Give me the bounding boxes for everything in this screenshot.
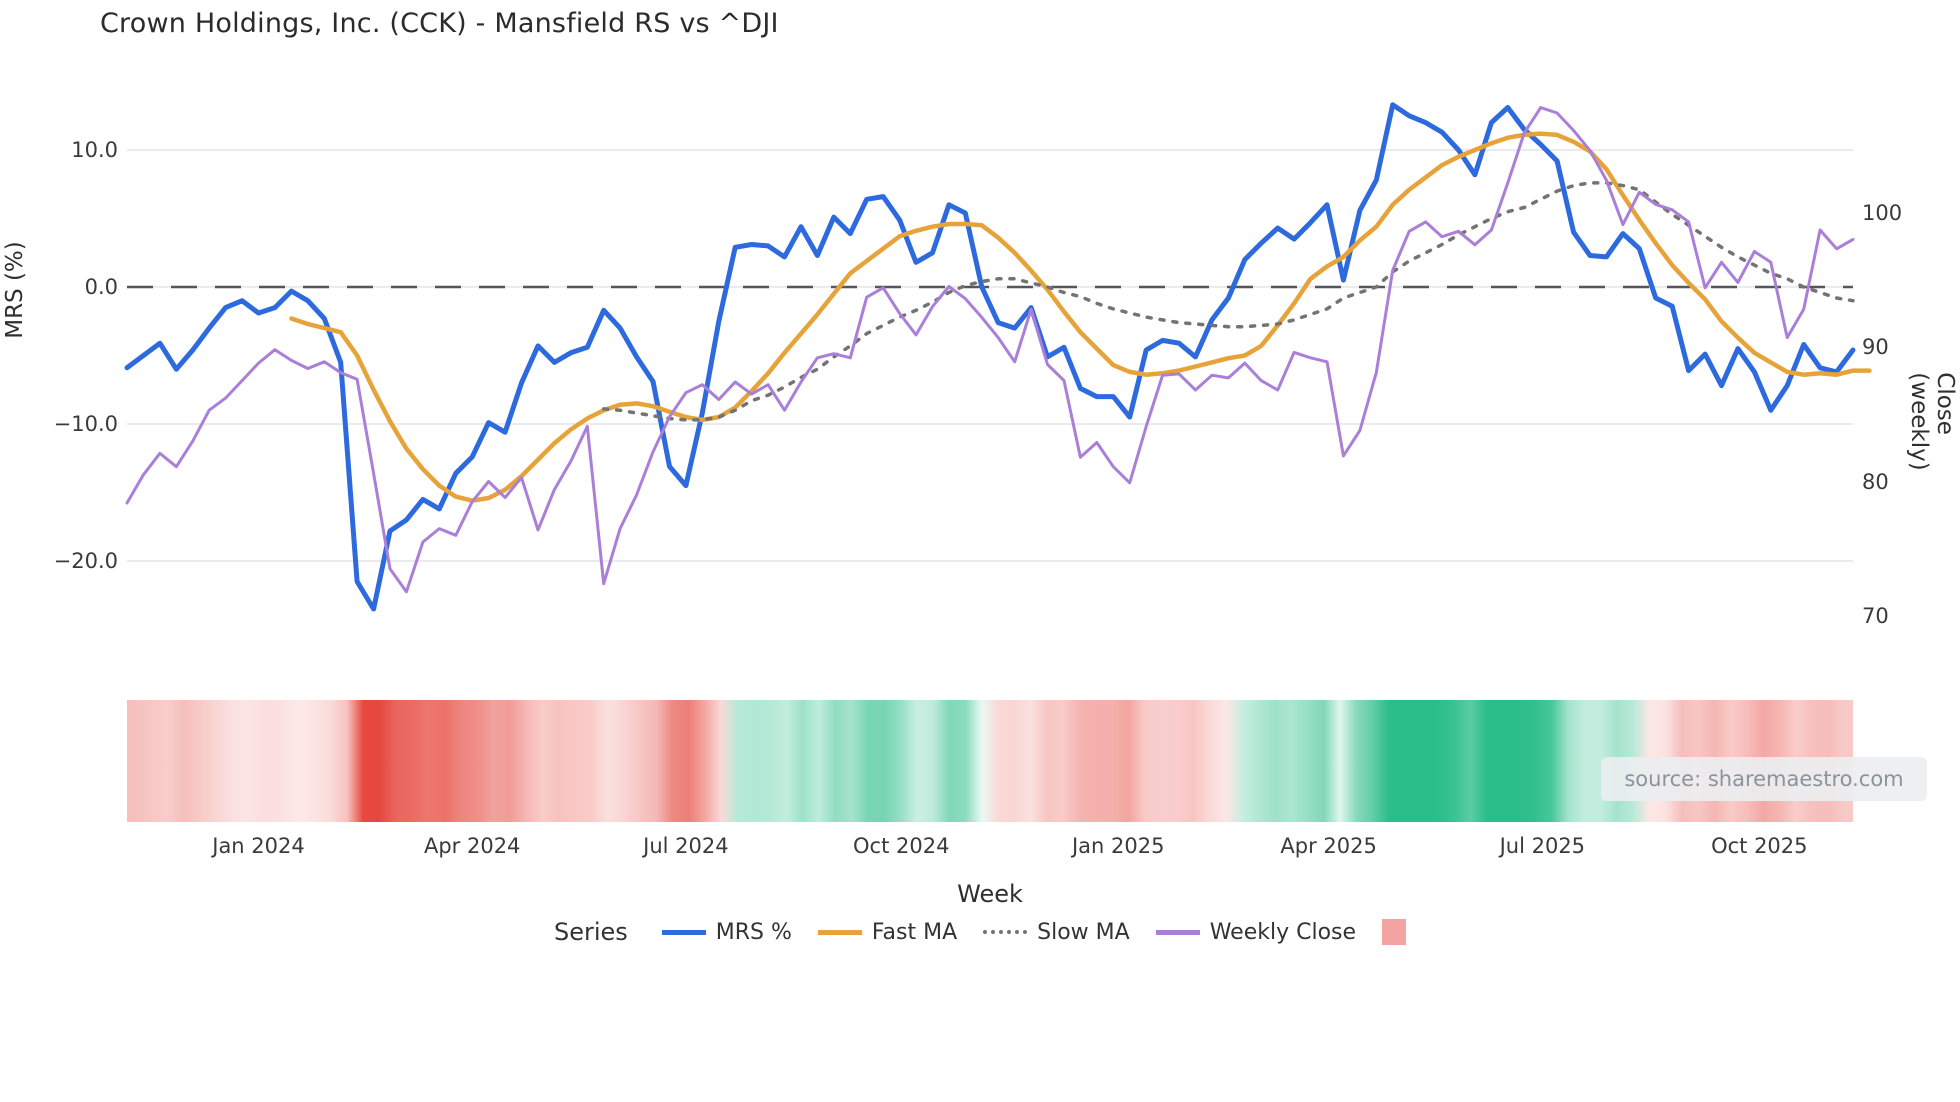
legend-label: MRS % [715,919,792,945]
y-right-tick-80: 80 [1862,469,1889,494]
legend-item-mrs-: MRS % [661,919,792,945]
y-left-tick-−20.0: −20.0 [53,549,118,573]
legend: Series MRS % Fast MA Slow MA Weekly Close [0,918,1960,946]
y-left-tick-0.0: 0.0 [84,275,118,299]
y-axis-label-left: MRS (%) [2,241,28,339]
y-right-tick-100: 100 [1862,200,1903,225]
x-tick-Jan-2024: Jan 2024 [212,834,305,858]
legend-swatch-legend_square [1382,919,1407,945]
y-right-tick-90: 90 [1862,335,1889,359]
x-tick-Apr-2025: Apr 2025 [1280,834,1377,858]
x-tick-Oct-2024: Oct 2024 [853,834,950,858]
legend-label: Fast MA [871,919,958,945]
x-tick-Oct-2025: Oct 2025 [1711,834,1808,858]
legend-item-fast-ma: Fast MA [817,919,958,945]
legend-swatch-weekly_close [1155,929,1200,935]
legend-item-weekly-close: Weekly Close [1155,919,1357,945]
y-left-tick-−10.0: −10.0 [53,412,118,436]
legend-swatch-mrs [661,929,706,935]
legend-item-slow-ma: Slow MA [983,920,1130,945]
legend-label: Slow MA [1037,919,1130,945]
legend-swatch-fast_ma [817,929,862,935]
source-text: source: sharemaestro.com [1624,767,1904,791]
legend-title: Series [553,918,628,946]
source-watermark: source: sharemaestro.com [1601,757,1927,801]
y-right-tick-70: 70 [1862,604,1889,628]
y-axis-label-right: Close (weekly) [1906,372,1958,471]
x-tick-Jul-2024: Jul 2024 [643,834,729,858]
legend-label: Weekly Close [1209,919,1357,945]
x-tick-Apr-2024: Apr 2024 [423,834,521,858]
mrs-heatmap-strip [127,700,1853,822]
x-tick-Jul-2025: Jul 2025 [1499,834,1586,858]
legend-swatch-slow_ma [983,930,1028,934]
x-axis-label: Week [957,880,1023,908]
y-left-tick-10.0: 10.0 [71,138,118,162]
legend-item-heatmap [1382,919,1407,945]
chart-title: Crown Holdings, Inc. (CCK) - Mansfield R… [100,8,779,39]
x-tick-Jan-2025: Jan 2025 [1071,834,1165,858]
